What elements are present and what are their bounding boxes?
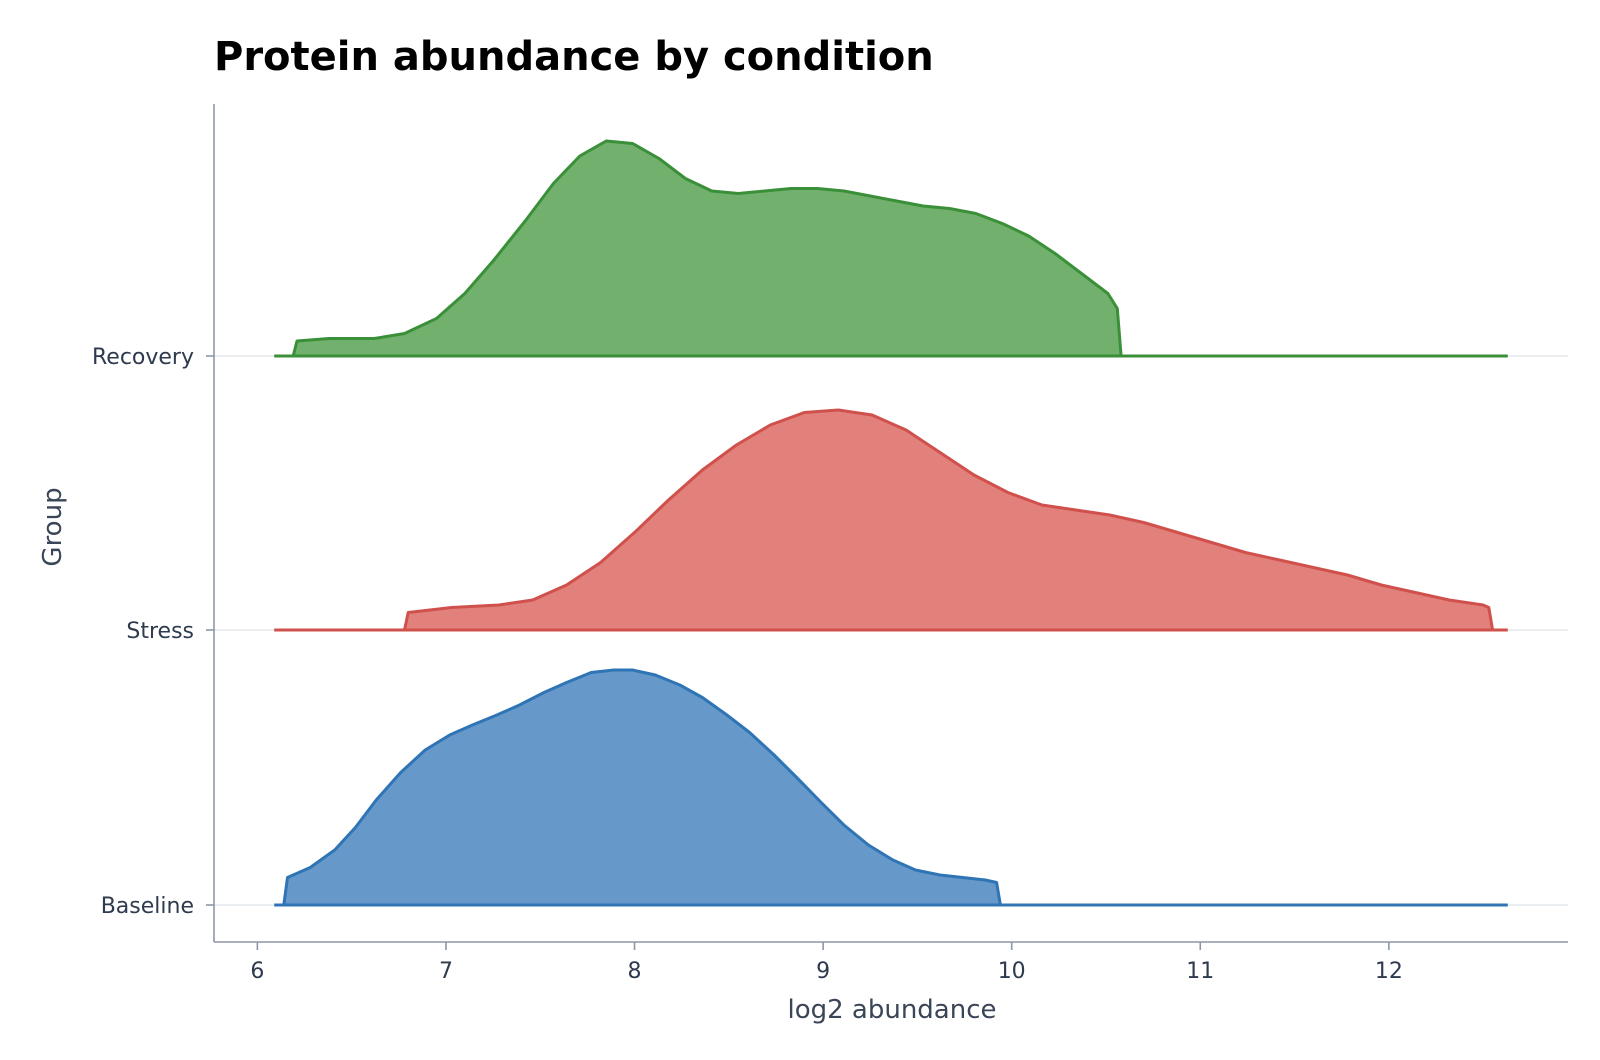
ridge-fill-recovery xyxy=(274,141,1508,356)
ridge-stress xyxy=(274,408,1508,632)
y-axis-label: Group xyxy=(38,487,68,566)
y-axis-ticks: Recovery Stress Baseline xyxy=(92,345,214,919)
ridge-recovery xyxy=(274,139,1508,358)
ridge-fill-stress xyxy=(274,410,1508,630)
ridge-fill-baseline xyxy=(274,670,1508,905)
ridge-outline-recovery xyxy=(274,139,1508,358)
y-tick-label-baseline: Baseline xyxy=(101,894,194,919)
x-tick-label: 6 xyxy=(250,959,264,984)
y-tick-label-recovery: Recovery xyxy=(92,345,194,370)
y-tick-label-stress: Stress xyxy=(126,619,194,644)
x-axis-label: log2 abundance xyxy=(787,995,996,1025)
x-tick-label: 11 xyxy=(1186,959,1214,984)
axes xyxy=(213,104,1568,943)
x-axis-ticks: 6 7 8 9 10 11 12 xyxy=(250,942,1403,984)
x-tick-label: 12 xyxy=(1375,959,1403,984)
x-tick-label: 7 xyxy=(439,959,453,984)
chart-title: Protein abundance by condition xyxy=(214,34,934,80)
ridge-baseline xyxy=(274,668,1508,907)
x-tick-label: 10 xyxy=(998,959,1026,984)
x-tick-label: 8 xyxy=(628,959,642,984)
ridge-outline-stress xyxy=(274,408,1508,632)
ridge-series-group xyxy=(274,139,1508,907)
ridge-outline-baseline xyxy=(274,668,1508,907)
x-tick-label: 9 xyxy=(816,959,830,984)
